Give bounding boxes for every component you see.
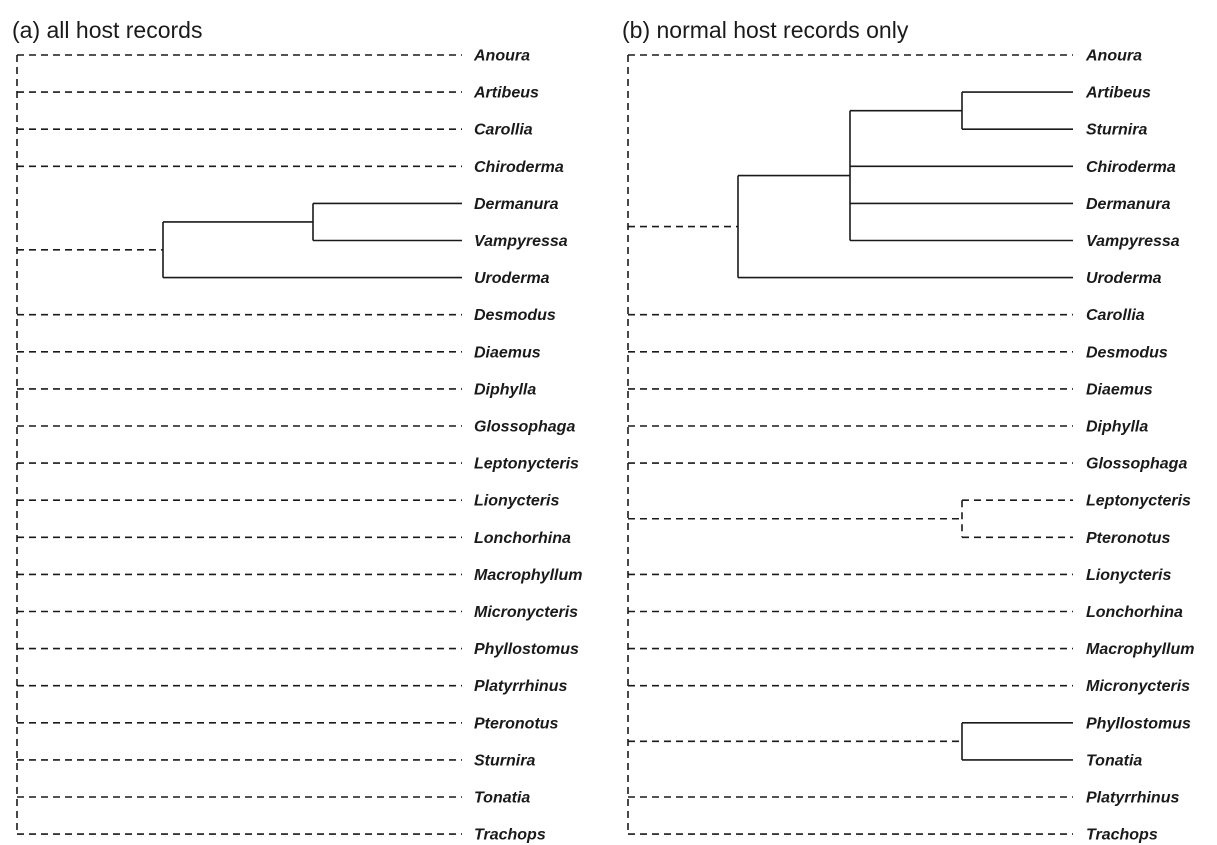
taxon-label: Dermanura (474, 196, 559, 213)
panel-a: (a) all host records Anoura Artibeus Carol… (12, 17, 582, 844)
taxon-label: Lonchorhina (1086, 604, 1183, 621)
panel-b-tree-branches (627, 54, 1073, 835)
taxon-label: Desmodus (474, 307, 556, 324)
taxon-label: Platyrrhinus (1086, 790, 1179, 807)
taxon-label: Artibeus (473, 85, 539, 102)
taxon-label: Dermanura (1086, 196, 1171, 213)
taxon-label: Uroderma (1086, 270, 1162, 287)
taxon-label: Anoura (473, 48, 530, 65)
taxon-label: Leptonycteris (474, 456, 579, 473)
panel-a-taxon-labels: Anoura Artibeus Carollia Chiroderma Dermanur… (473, 48, 582, 844)
taxon-label: Tonatia (1086, 752, 1142, 769)
taxon-label: Sturnira (1086, 122, 1147, 139)
taxon-label: Lonchorhina (474, 530, 571, 547)
taxon-label: Sturnira (474, 752, 535, 769)
taxon-label: Diaemus (1086, 381, 1153, 398)
taxon-label: Glossophaga (474, 419, 575, 436)
taxon-label: Vampyressa (474, 233, 568, 250)
taxon-label: Phyllostomus (474, 641, 579, 658)
panel-b-taxon-labels: Anoura Artibeus Sturnira Chiroderma Dermanur… (1085, 48, 1194, 844)
panel-b: (b) normal host records only Anoura Artib… (622, 17, 1194, 844)
taxon-label: Uroderma (474, 270, 550, 287)
panel-a-title: (a) all host records (12, 17, 202, 43)
taxon-label: Trachops (1086, 827, 1158, 844)
taxon-label: Leptonycteris (1086, 493, 1191, 510)
taxon-label: Carollia (474, 122, 533, 139)
taxon-label: Artibeus (1085, 85, 1151, 102)
taxon-label: Vampyressa (1086, 233, 1180, 250)
taxon-label: Chiroderma (474, 159, 564, 176)
panel-b-title: (b) normal host records only (622, 17, 909, 43)
taxon-label: Pteronotus (1086, 530, 1171, 547)
taxon-label: Phyllostomus (1086, 715, 1191, 732)
taxon-label: Carollia (1086, 307, 1145, 324)
panel-a-tree-branches (16, 54, 462, 835)
taxon-label: Diphylla (1086, 419, 1148, 436)
taxon-label: Micronycteris (1086, 678, 1190, 695)
taxon-label: Diaemus (474, 344, 541, 361)
taxon-label: Glossophaga (1086, 456, 1187, 473)
taxon-label: Trachops (474, 827, 546, 844)
taxon-label: Platyrrhinus (474, 678, 567, 695)
taxon-label: Micronycteris (474, 604, 578, 621)
taxon-label: Diphylla (474, 381, 536, 398)
taxon-label: Lionycteris (1086, 567, 1171, 584)
taxon-label: Pteronotus (474, 715, 559, 732)
taxon-label: Anoura (1085, 48, 1142, 65)
taxon-label: Tonatia (474, 790, 530, 807)
taxon-label: Macrophyllum (1086, 641, 1194, 658)
taxon-label: Desmodus (1086, 344, 1168, 361)
taxon-label: Chiroderma (1086, 159, 1176, 176)
taxon-label: Lionycteris (474, 493, 559, 510)
taxon-label: Macrophyllum (474, 567, 582, 584)
